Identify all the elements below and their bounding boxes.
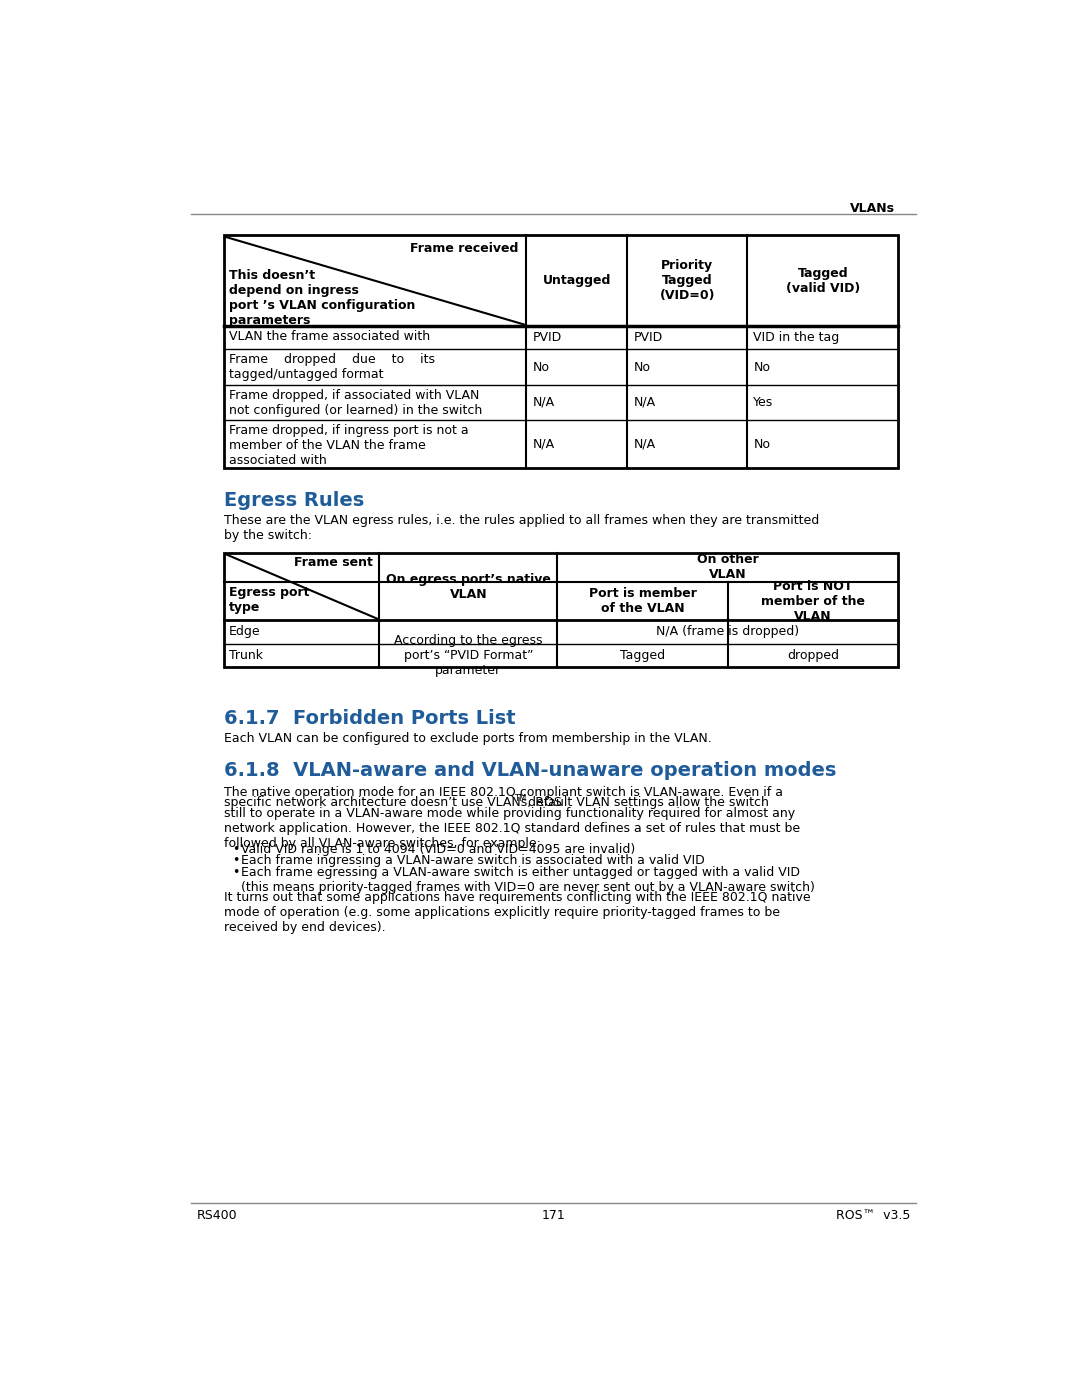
Text: On other
VLAN: On other VLAN bbox=[697, 553, 759, 581]
Text: No: No bbox=[532, 360, 550, 373]
Text: On egress port’s native
VLAN: On egress port’s native VLAN bbox=[386, 573, 551, 601]
Text: Tagged
(valid VID): Tagged (valid VID) bbox=[785, 267, 860, 295]
Text: Yes: Yes bbox=[754, 395, 773, 409]
Text: PVID: PVID bbox=[532, 331, 562, 344]
Text: specific network architecture doesn’t use VLANs, ROS: specific network architecture doesn’t us… bbox=[225, 796, 562, 809]
Text: According to the egress
port’s “PVID Format”
parameter: According to the egress port’s “PVID For… bbox=[394, 634, 542, 676]
Text: PVID: PVID bbox=[633, 331, 662, 344]
Text: 6.1.7  Forbidden Ports List: 6.1.7 Forbidden Ports List bbox=[225, 708, 516, 728]
Text: Each frame egressing a VLAN-aware switch is either untagged or tagged with a val: Each frame egressing a VLAN-aware switch… bbox=[241, 866, 815, 894]
Text: •: • bbox=[232, 842, 240, 855]
Text: Tagged: Tagged bbox=[620, 648, 665, 662]
Text: No: No bbox=[754, 437, 770, 451]
Text: Frame dropped, if associated with VLAN
not configured (or learned) in the switch: Frame dropped, if associated with VLAN n… bbox=[229, 388, 482, 416]
Text: Untagged: Untagged bbox=[542, 274, 611, 288]
Text: 6.1.8  VLAN-aware and VLAN-unaware operation modes: 6.1.8 VLAN-aware and VLAN-unaware operat… bbox=[225, 761, 837, 781]
Text: N/A: N/A bbox=[532, 395, 555, 409]
Text: Egress Rules: Egress Rules bbox=[225, 490, 364, 510]
Text: N/A (frame is dropped): N/A (frame is dropped) bbox=[657, 626, 799, 638]
Bar bbox=[225, 553, 899, 666]
Text: These are the VLAN egress rules, i.e. the rules applied to all frames when they : These are the VLAN egress rules, i.e. th… bbox=[225, 514, 820, 542]
Text: Each VLAN can be configured to exclude ports from membership in the VLAN.: Each VLAN can be configured to exclude p… bbox=[225, 732, 712, 745]
Text: Egress port
type: Egress port type bbox=[229, 585, 309, 613]
Text: It turns out that some applications have requirements conflicting with the IEEE : It turns out that some applications have… bbox=[225, 891, 811, 935]
Text: N/A: N/A bbox=[532, 437, 555, 451]
Text: VLAN the frame associated with: VLAN the frame associated with bbox=[229, 330, 430, 344]
Text: No: No bbox=[633, 360, 650, 373]
Text: Frame received: Frame received bbox=[410, 242, 518, 254]
Text: N/A: N/A bbox=[633, 395, 656, 409]
Text: ROS™  v3.5: ROS™ v3.5 bbox=[836, 1208, 910, 1222]
Text: Valid VID range is 1 to 4094 (VID=0 and VID=4095 are invalid): Valid VID range is 1 to 4094 (VID=0 and … bbox=[241, 842, 635, 855]
Text: N/A: N/A bbox=[633, 437, 656, 451]
Text: •: • bbox=[232, 866, 240, 880]
Text: VID in the tag: VID in the tag bbox=[754, 331, 840, 344]
Text: Port is member
of the VLAN: Port is member of the VLAN bbox=[589, 587, 697, 615]
Text: Edge: Edge bbox=[229, 626, 260, 638]
Text: default VLAN settings allow the switch: default VLAN settings allow the switch bbox=[524, 796, 769, 809]
Text: RS400: RS400 bbox=[197, 1208, 238, 1222]
Text: Port is NOT
member of the
VLAN: Port is NOT member of the VLAN bbox=[761, 580, 865, 623]
Text: The native operation mode for an IEEE 802.1Q compliant switch is VLAN-aware. Eve: The native operation mode for an IEEE 80… bbox=[225, 787, 783, 799]
Text: dropped: dropped bbox=[787, 648, 839, 662]
Text: Priority
Tagged
(VID=0): Priority Tagged (VID=0) bbox=[660, 260, 715, 302]
Text: still to operate in a VLAN-aware mode while providing functionality required for: still to operate in a VLAN-aware mode wh… bbox=[225, 806, 800, 849]
Text: Frame sent: Frame sent bbox=[294, 556, 373, 570]
Text: •: • bbox=[232, 855, 240, 868]
Text: This doesn’t
depend on ingress
port ’s VLAN configuration
parameters: This doesn’t depend on ingress port ’s V… bbox=[229, 270, 415, 327]
Text: VLANs: VLANs bbox=[850, 203, 894, 215]
Text: TM: TM bbox=[514, 793, 526, 803]
Text: No: No bbox=[754, 360, 770, 373]
Text: Frame dropped, if ingress port is not a
member of the VLAN the frame
associated : Frame dropped, if ingress port is not a … bbox=[229, 425, 469, 467]
Text: 171: 171 bbox=[542, 1208, 565, 1222]
Text: Each frame ingressing a VLAN-aware switch is associated with a valid VID: Each frame ingressing a VLAN-aware switc… bbox=[241, 855, 705, 868]
Text: Frame    dropped    due    to    its
tagged/untagged format: Frame dropped due to its tagged/untagged… bbox=[229, 353, 435, 381]
Bar bbox=[225, 236, 899, 468]
Text: Trunk: Trunk bbox=[229, 648, 262, 662]
